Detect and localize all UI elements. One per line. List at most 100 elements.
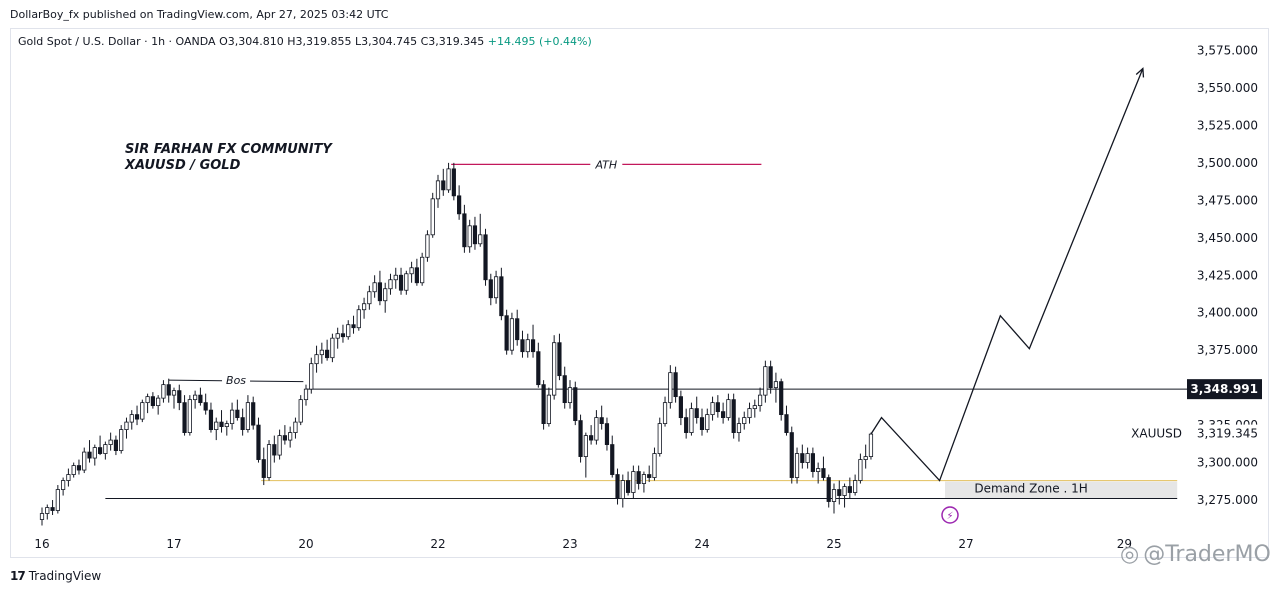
candle xyxy=(39,507,45,526)
candle xyxy=(92,444,97,466)
candle xyxy=(552,335,557,400)
candle xyxy=(87,440,92,463)
candle xyxy=(55,485,60,514)
tradingview-brand[interactable]: 17 TradingView xyxy=(10,569,101,583)
x-tick-label-7: 27 xyxy=(958,537,973,551)
candle xyxy=(636,465,641,490)
candle-body xyxy=(266,444,272,478)
bos-label: Bos xyxy=(226,374,246,387)
candle xyxy=(229,402,235,430)
candle xyxy=(816,462,821,484)
candle xyxy=(129,410,134,430)
candle xyxy=(620,474,625,508)
candle-body xyxy=(462,213,467,248)
candle xyxy=(520,330,525,358)
candle xyxy=(789,426,794,484)
projection-path xyxy=(870,68,1144,482)
candle-body xyxy=(562,375,567,404)
price-label-1: 3,319.345 xyxy=(1197,427,1258,441)
candle xyxy=(821,456,826,481)
candle-body xyxy=(430,198,435,236)
candle-body xyxy=(140,402,145,420)
candle xyxy=(425,230,430,262)
candle-body xyxy=(652,453,657,478)
y-tick-label-9: 3,500.000 xyxy=(1197,156,1258,170)
candle-body xyxy=(509,318,515,351)
candle xyxy=(113,435,119,456)
candle-body xyxy=(303,388,309,401)
price-label-0: 3,348.991 xyxy=(1190,382,1258,396)
candle xyxy=(414,258,419,286)
candle xyxy=(567,380,573,409)
candle-body xyxy=(451,168,456,197)
candle-body xyxy=(625,480,631,493)
candle xyxy=(546,387,551,427)
legend-high: H3,319.855 xyxy=(287,35,352,48)
candle-body xyxy=(493,276,499,299)
y-tick-label-1: 3,300.000 xyxy=(1197,456,1258,470)
candle xyxy=(351,315,356,334)
candle-body xyxy=(715,402,720,413)
candle-body xyxy=(784,414,789,433)
candle-body xyxy=(515,318,520,341)
candle-body xyxy=(483,234,488,281)
candle-body xyxy=(388,279,393,290)
candle xyxy=(488,273,493,306)
candle-body xyxy=(256,424,261,460)
candle-body xyxy=(367,291,372,305)
candle-body xyxy=(610,444,615,475)
candle xyxy=(398,267,404,295)
candle xyxy=(784,405,789,436)
candle xyxy=(657,417,662,457)
candle xyxy=(599,405,604,430)
candle-body xyxy=(657,423,662,454)
candle xyxy=(525,333,530,358)
brand-label: TradingView xyxy=(28,569,102,583)
candle-body xyxy=(314,354,319,365)
candle xyxy=(256,417,261,463)
candle xyxy=(694,396,699,424)
candle xyxy=(219,410,224,433)
candle xyxy=(837,480,842,505)
demand-zone-box xyxy=(945,481,1178,499)
watermark: ◎ @TraderMO xyxy=(1120,542,1271,567)
chart-title-line-0: SIR FARHAN FX COMMUNITY xyxy=(125,142,333,157)
chart-title-line-1: XAUUSD / GOLD xyxy=(124,158,241,173)
candle-body xyxy=(251,402,256,426)
price-label-bg-1 xyxy=(1187,424,1262,443)
candle xyxy=(166,378,171,403)
x-tick-label-8: 29 xyxy=(1117,537,1132,551)
candle-body xyxy=(800,453,805,463)
candle-body xyxy=(457,195,462,215)
legend-low: L3,304.745 xyxy=(355,35,418,48)
candle xyxy=(610,435,615,478)
candle xyxy=(177,384,182,411)
candle xyxy=(208,402,214,433)
x-tick-label-1: 17 xyxy=(166,537,181,551)
candle xyxy=(536,342,541,388)
candle-body xyxy=(346,324,351,338)
candle xyxy=(742,411,747,430)
candle xyxy=(810,447,815,478)
candle-body xyxy=(245,402,251,430)
candle-body xyxy=(520,339,525,353)
candle xyxy=(625,471,631,496)
candle-body xyxy=(810,453,815,472)
candle-body xyxy=(863,456,868,460)
candle xyxy=(573,381,578,426)
candle-body xyxy=(837,489,842,496)
candle xyxy=(583,432,588,478)
candle xyxy=(451,162,456,201)
candle-body xyxy=(409,267,414,275)
candle-body xyxy=(446,168,451,191)
candle xyxy=(678,390,683,426)
candle-body xyxy=(124,421,129,430)
candle xyxy=(288,426,293,448)
candle xyxy=(858,453,863,484)
candle xyxy=(340,324,346,343)
x-tick-label-0: 16 xyxy=(34,537,49,551)
candle-body xyxy=(472,225,478,245)
candle xyxy=(171,387,177,409)
candle xyxy=(119,425,124,454)
